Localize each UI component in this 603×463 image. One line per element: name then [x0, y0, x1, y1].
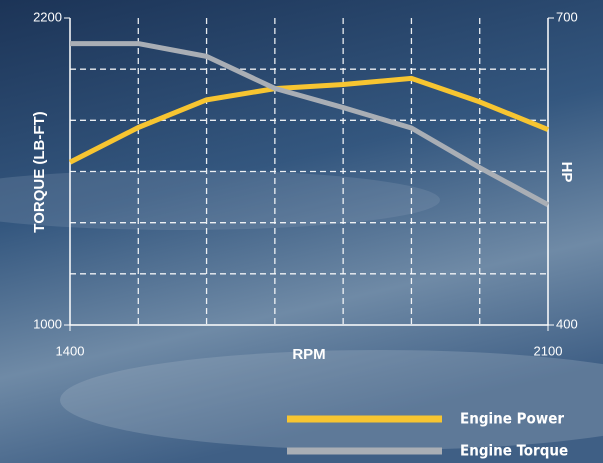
y2-tick-label: 700 — [556, 9, 578, 24]
legend-label: Engine Power — [460, 410, 564, 428]
cloud — [60, 350, 603, 450]
series-line — [68, 75, 549, 165]
cloud — [0, 170, 440, 230]
axis-frame — [69, 18, 549, 326]
x-tick-label: 2100 — [534, 343, 563, 358]
y-tick-label: 1000 — [33, 316, 62, 331]
x-axis-title: RPM — [292, 346, 325, 363]
series-line — [70, 41, 550, 207]
y-tick-label: 2200 — [33, 9, 62, 24]
y2-tick-label: 400 — [556, 316, 578, 331]
x-tick-label: 1400 — [56, 343, 85, 358]
y-axis-title: TORQUE (LB-FT) — [31, 111, 48, 232]
legend-label: Engine Torque — [460, 442, 568, 460]
y2-axis-title: HP — [558, 162, 575, 183]
